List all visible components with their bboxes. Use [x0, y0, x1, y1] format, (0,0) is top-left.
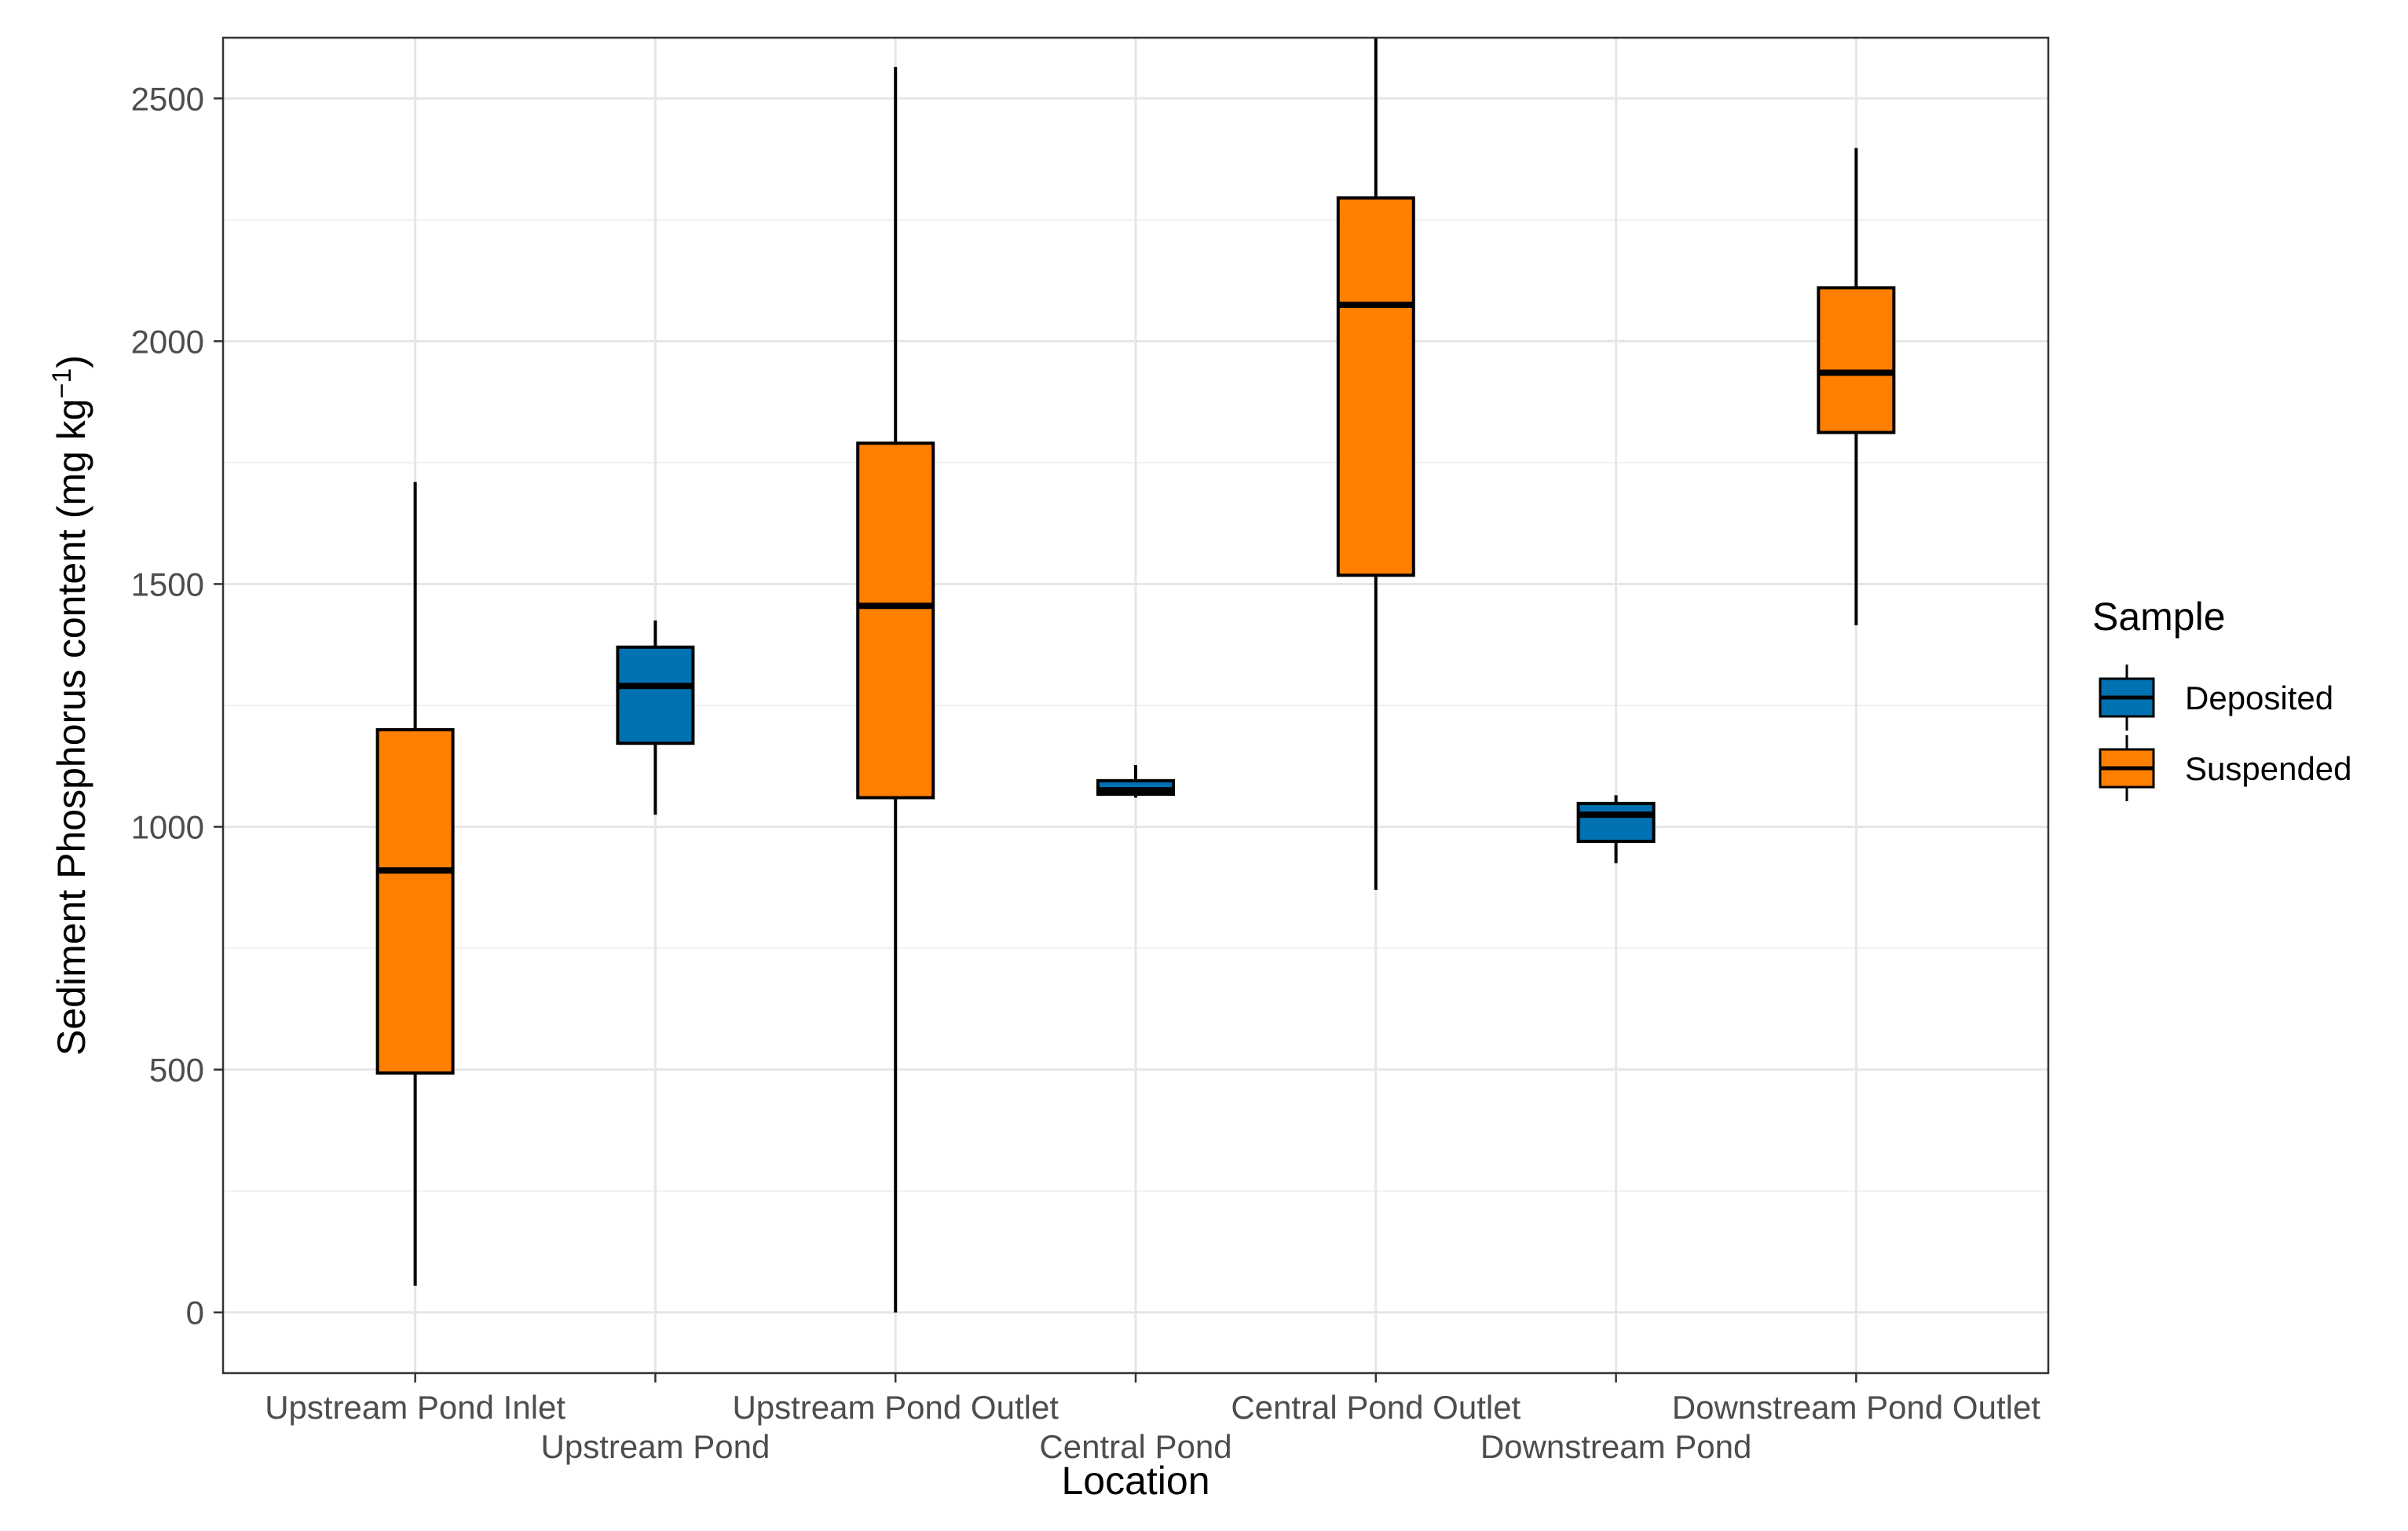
x-tick-label: Upstream Pond Outlet [732, 1389, 1059, 1426]
x-axis-title: Location [1061, 1459, 1209, 1503]
x-tick-label: Downstream Pond Outlet [1672, 1389, 2041, 1426]
y-axis: 0 500 1000 1500 2000 2500 [131, 80, 223, 1331]
x-tick-label: Downstream Pond [1480, 1428, 1752, 1465]
boxes [375, 196, 1896, 1075]
y-axis-title-superscript: −1 [47, 368, 77, 399]
y-tick-label: 500 [149, 1052, 204, 1089]
y-axis-title-main: Sediment Phosphorus content (mg kg [49, 398, 93, 1056]
y-tick-label: 2500 [131, 80, 204, 117]
box-deposited [616, 645, 695, 745]
legend-label: Deposited [2185, 679, 2333, 716]
box-suspended [856, 441, 935, 800]
legend-label: Suspended [2185, 750, 2352, 787]
x-tick-label: Upstream Pond [541, 1428, 770, 1465]
y-tick-label: 1500 [131, 566, 204, 603]
legend-title: Sample [2092, 595, 2226, 639]
x-tick-label: Central Pond Outlet [1231, 1389, 1521, 1426]
box-suspended [1336, 196, 1415, 577]
x-tick-label: Central Pond [1039, 1428, 1231, 1465]
legend-entries: Deposited Suspended [2099, 665, 2352, 801]
x-tick-label: Upstream Pond Inlet [265, 1389, 565, 1426]
whiskers [413, 38, 1858, 1313]
box-deposited [1576, 801, 1656, 844]
y-axis-title: Sediment Phosphorus content (mg kg−1) [47, 355, 93, 1056]
y-tick-label: 2000 [131, 323, 204, 360]
y-tick-label: 0 [186, 1295, 204, 1331]
y-tick-label: 1000 [131, 809, 204, 846]
box-suspended [375, 727, 455, 1075]
y-axis-title-close: ) [49, 355, 93, 368]
box-suspended [1817, 286, 1896, 434]
legend: Sample Deposited Suspended [2092, 595, 2352, 801]
